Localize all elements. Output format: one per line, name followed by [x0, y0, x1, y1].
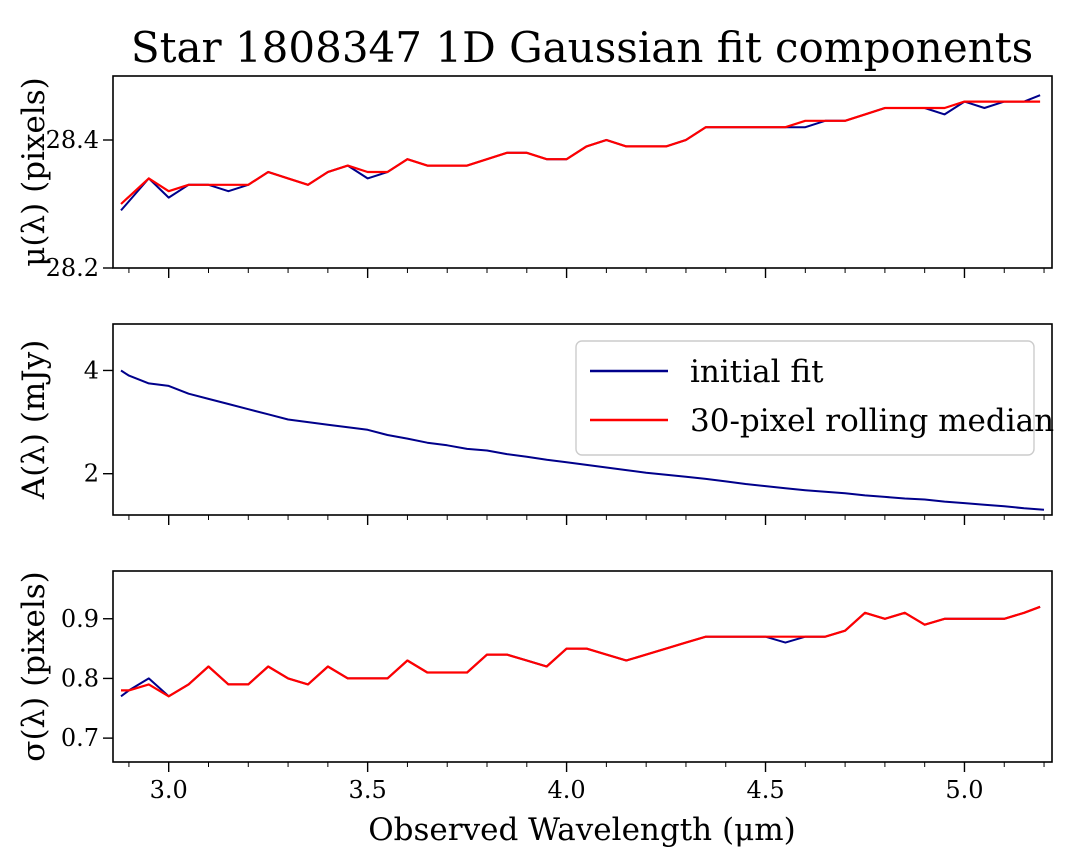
x-tick-label: 3.0 [150, 776, 188, 804]
y-tick-label: 2 [84, 460, 99, 488]
panel-mu-ticks [103, 139, 1045, 278]
series-30-pixel-rolling-median [121, 605, 1041, 698]
panel-sigma-ytick-labels: 0.7 0.8 0.9 [61, 605, 99, 752]
x-tick-label: 4.0 [547, 776, 585, 804]
series-30-pixel-rolling-median [120, 100, 1041, 205]
y-tick-label: 0.8 [61, 664, 99, 692]
series-initial-fit [120, 605, 1041, 698]
legend-box [575, 340, 1035, 456]
legend: initial fit 30-pixel rolling median [575, 340, 1054, 456]
x-axis-label: Observed Wavelength (μm) [368, 812, 795, 848]
y-tick-label: 28.2 [46, 254, 99, 282]
y-tick-label: 0.9 [61, 605, 99, 633]
x-tick-label: 4.5 [746, 776, 784, 804]
y-tick-label: 0.7 [61, 724, 99, 752]
panel-mu-frame [112, 75, 1053, 269]
panel-amp-ytick-labels: 24 [84, 356, 99, 487]
panel-sigma-frame [112, 570, 1053, 763]
panel-amp-frame [112, 323, 1053, 516]
x-tick-labels: 3.0 3.5 4.0 4.5 5.0 [150, 776, 984, 804]
chart-title: Star 1808347 1D Gaussian fit components [131, 23, 1033, 72]
panel-mu: 28.2 28.4 μ(λ) (pixels) [16, 75, 1053, 282]
series-initial-fit [120, 369, 1045, 511]
legend-label-initial-fit: initial fit [690, 354, 824, 390]
panel-amp: 24 A(λ) (mJy) initial fit 30-pixel rolli… [16, 323, 1054, 525]
panel-sigma-ylabel: σ(λ) (pixels) [16, 571, 52, 761]
panel-amp-ticks [103, 369, 1045, 525]
panel-amp-ylabel: A(λ) (mJy) [16, 340, 52, 501]
y-tick-label: 4 [84, 356, 99, 384]
panel-mu-ylabel: μ(λ) (pixels) [16, 77, 52, 266]
y-tick-label: 28.4 [46, 126, 99, 154]
panel-sigma-ticks [103, 618, 1045, 772]
x-tick-label: 5.0 [945, 776, 983, 804]
panel-amp-series [120, 369, 1045, 511]
series-initial-fit [120, 94, 1041, 212]
panel-sigma-series [120, 605, 1041, 698]
panel-mu-series [120, 94, 1041, 212]
panel-sigma: 0.7 0.8 0.9 3.0 3.5 4.0 4.5 5.0 σ(λ) (pixels) [16, 570, 1053, 804]
x-tick-label: 3.5 [349, 776, 387, 804]
legend-label-rolling-median: 30-pixel rolling median [690, 403, 1054, 439]
panel-mu-ytick-labels: 28.2 28.4 [46, 126, 99, 282]
